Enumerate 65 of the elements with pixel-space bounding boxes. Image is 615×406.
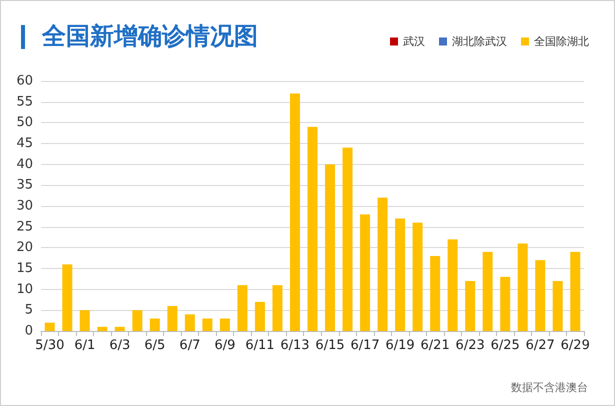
x-tick-label: 6/5: [144, 338, 166, 353]
bar: [254, 302, 265, 331]
bar: [220, 318, 230, 331]
y-tick-label: 10: [16, 282, 33, 297]
x-tick-label: 6/1: [74, 338, 96, 353]
bar: [465, 281, 476, 331]
x-tick-label: 6/29: [560, 338, 590, 353]
bar: [290, 94, 300, 331]
bar: [552, 281, 563, 331]
y-tick-label: 55: [16, 94, 33, 110]
y-tick-label: 20: [16, 240, 33, 256]
bar: [80, 310, 90, 331]
bar: [412, 222, 423, 331]
y-tick-label: 15: [16, 261, 33, 276]
legend-label: 湖北除武汉: [452, 35, 507, 48]
bar: [184, 314, 195, 331]
bar: [44, 322, 55, 331]
y-tick-label: 25: [16, 219, 33, 234]
x-tick-label: 6/7: [179, 338, 200, 353]
bar: [62, 264, 72, 331]
bar: [150, 318, 160, 331]
bar: [202, 318, 212, 331]
y-tick-label: 0: [24, 324, 33, 338]
x-tick-label: 6/27: [526, 338, 555, 353]
bar: [272, 285, 282, 331]
y-tick-label: 30: [16, 198, 33, 214]
bar: [325, 164, 336, 331]
x-tick-label: 6/25: [490, 338, 520, 353]
bar: [500, 276, 510, 331]
x-tick-label: 6/9: [214, 338, 236, 353]
bar: [114, 326, 125, 331]
bar: [342, 148, 353, 331]
x-tick-label: 6/19: [385, 338, 415, 353]
bar: [482, 252, 493, 331]
bar: [570, 252, 580, 331]
y-tick-label: 50: [16, 115, 33, 130]
bar: [535, 260, 546, 331]
legend-label: 武汉: [403, 35, 425, 48]
x-tick-label: 6/13: [280, 338, 310, 353]
bar: [430, 256, 440, 331]
legend-label: 全国除湖北: [534, 35, 589, 48]
bar: [518, 244, 528, 331]
x-tick-label: 6/3: [109, 338, 130, 353]
bar: [308, 126, 318, 331]
bar: [132, 310, 142, 331]
bar: [448, 239, 458, 331]
y-tick-label: 5: [24, 302, 33, 318]
bar: [378, 198, 388, 331]
bar: [360, 214, 370, 331]
text: 数据不含港澳台: [511, 381, 588, 394]
chart-title: 全国新增确诊情况图: [41, 22, 258, 50]
bar: [395, 218, 406, 331]
x-tick-label: 5/30: [35, 338, 64, 353]
y-tick-label: 60: [16, 74, 33, 88]
x-tick-label: 6/21: [420, 338, 450, 353]
x-tick-label: 6/11: [245, 338, 275, 353]
y-tick-label: 40: [16, 156, 33, 172]
bar: [237, 285, 248, 331]
bar: [167, 306, 178, 331]
y-tick-label: 45: [16, 136, 33, 151]
x-tick-label: 6/15: [315, 338, 345, 353]
bar: [97, 326, 108, 331]
x-tick-label: 6/23: [456, 338, 485, 353]
x-tick-label: 6/17: [350, 338, 380, 353]
y-tick-label: 35: [16, 178, 33, 193]
